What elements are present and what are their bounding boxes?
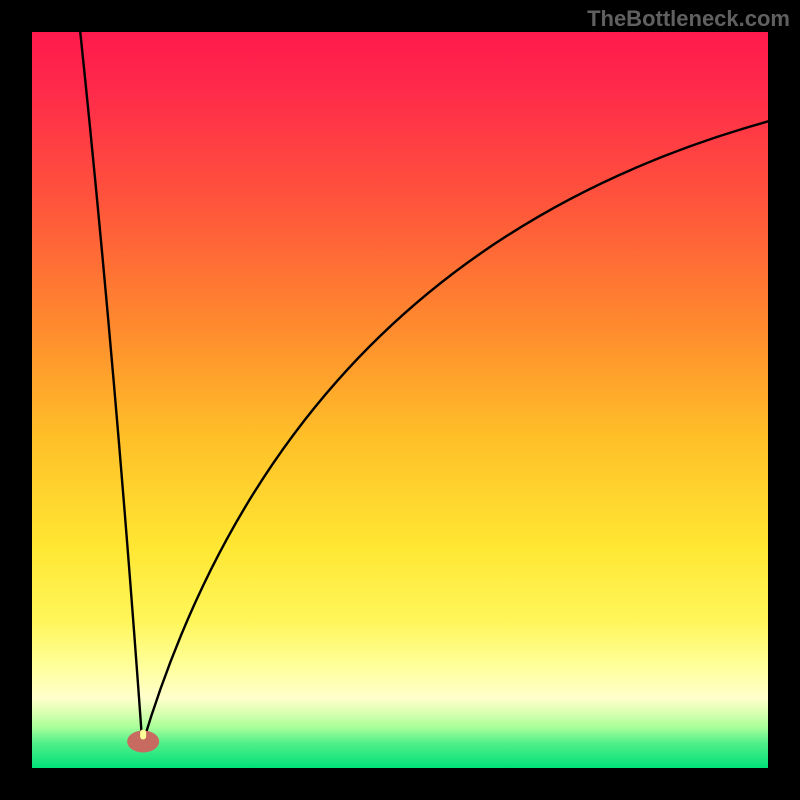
trough-notch bbox=[140, 730, 146, 740]
bottleneck-chart bbox=[0, 0, 800, 800]
watermark-text: TheBottleneck.com bbox=[587, 6, 790, 32]
figure-container: TheBottleneck.com bbox=[0, 0, 800, 800]
gradient-plot-area bbox=[32, 32, 768, 768]
